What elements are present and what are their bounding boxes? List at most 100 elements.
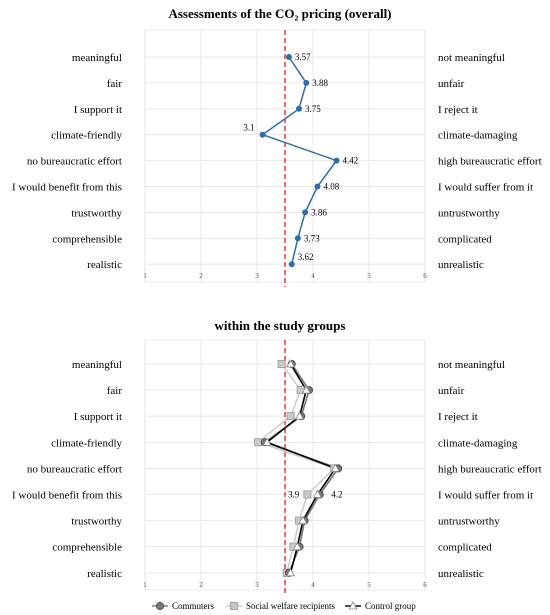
data-point — [286, 412, 295, 421]
data-point — [313, 489, 322, 498]
chart-title: within the study groups — [215, 318, 346, 333]
right-label: untrustworthy — [438, 516, 500, 528]
left-label: comprehensible — [52, 233, 122, 245]
left-label: I would benefit from this — [12, 182, 122, 194]
left-label: realistic — [87, 568, 122, 580]
left-label: realistic — [87, 259, 122, 271]
x-tick-label: 6 — [423, 581, 427, 589]
left-label: I would benefit from this — [12, 490, 122, 502]
data-point — [277, 359, 286, 368]
right-axis-labels: not meaningful unfair I reject it climate-d… — [438, 52, 542, 271]
x-tick-label: 5 — [367, 581, 371, 589]
legend-label: Social welfare recipients — [246, 601, 335, 611]
data-point — [294, 235, 301, 242]
data-point — [314, 183, 321, 190]
x-tick-label: 1 — [143, 581, 147, 589]
data-point — [302, 209, 309, 216]
data-labels: 3.57 3.88 3.75 3.1 4.42 4.08 3.86 3.73 3.62 — [243, 52, 358, 262]
right-label: not meaningful — [438, 359, 505, 371]
legend-label: Control group — [365, 601, 416, 611]
right-axis-labels: not meaningful unfair I reject it climate-d… — [438, 359, 542, 580]
left-label: comprehensible — [52, 542, 122, 554]
x-tick-label: 5 — [367, 272, 371, 280]
data-point — [330, 463, 340, 472]
right-label: unrealistic — [438, 568, 484, 580]
series-groups — [254, 359, 343, 577]
right-label: I reject it — [438, 104, 478, 116]
right-label: high bureaucratic effort — [438, 156, 542, 168]
annotation: 3.9 — [288, 490, 300, 500]
right-label: high bureaucratic effort — [438, 463, 542, 475]
right-label: unrealistic — [438, 259, 484, 271]
data-point — [285, 54, 292, 60]
x-tick-label: 3 — [255, 581, 259, 589]
x-axis-ticks: 1 2 3 4 5 6 — [143, 581, 427, 589]
right-label: I reject it — [438, 411, 478, 423]
left-axis-labels: meaningful fair I support it climate-friend… — [12, 359, 122, 580]
data-label: 4.08 — [323, 182, 339, 192]
left-label: trustworthy — [71, 516, 122, 528]
legend-label: Commuters — [172, 601, 214, 611]
overall-chart: Assessments of the CO₂ pricing (overall)… — [12, 6, 542, 287]
right-label: I would suffer from it — [438, 490, 533, 502]
series-overall — [259, 54, 340, 268]
data-label: 3.73 — [304, 233, 320, 243]
data-point — [296, 105, 302, 112]
plot-area — [144, 29, 426, 283]
annotations: 3.9 4.2 — [288, 490, 342, 500]
data-label: 3.86 — [311, 207, 327, 217]
data-point — [262, 437, 272, 446]
left-label: no bureaucratic effort — [27, 156, 122, 168]
right-label: unfair — [438, 78, 465, 90]
right-label: complicated — [438, 233, 492, 245]
chart-title: Assessments of the CO₂ pricing (overall) — [168, 6, 391, 21]
right-label: complicated — [438, 542, 492, 554]
x-tick-label: 4 — [311, 272, 315, 280]
right-label: climate-damaging — [438, 130, 518, 142]
data-point — [301, 385, 311, 394]
x-tick-label: 3 — [255, 272, 259, 280]
annotation: 4.2 — [331, 490, 342, 500]
x-tick-label: 4 — [311, 581, 315, 589]
left-axis-labels: meaningful fair I support it climate-friend… — [12, 52, 122, 271]
data-point — [303, 79, 310, 86]
x-axis-ticks: 1 2 3 4 5 6 — [143, 272, 427, 280]
data-point — [155, 602, 164, 611]
data-point — [295, 411, 305, 420]
data-label: 3.88 — [312, 78, 328, 88]
right-label: climate-damaging — [438, 437, 518, 449]
left-label: meaningful — [72, 359, 122, 371]
data-label: 3.62 — [298, 252, 314, 262]
groups-chart: within the study groups meaningful fair I … — [12, 318, 542, 611]
data-label: 4.42 — [343, 156, 359, 166]
left-label: trustworthy — [71, 207, 122, 219]
x-tick-label: 6 — [423, 272, 427, 280]
data-point — [229, 602, 238, 611]
left-label: I support it — [74, 104, 122, 116]
legend: Commuters Social welfare recipients Contro… — [152, 601, 416, 611]
right-label: I would suffer from it — [438, 182, 533, 194]
right-label: not meaningful — [438, 52, 505, 64]
data-point — [298, 515, 308, 524]
data-point — [254, 438, 263, 447]
left-label: I support it — [74, 411, 122, 423]
x-tick-label: 2 — [199, 581, 203, 589]
data-label: 3.75 — [305, 104, 321, 114]
left-label: fair — [107, 385, 123, 397]
left-label: climate-friendly — [51, 437, 122, 449]
left-label: fair — [107, 78, 123, 90]
data-label: 3.1 — [243, 123, 254, 133]
right-label: untrustworthy — [438, 207, 500, 219]
data-point — [303, 490, 312, 499]
right-label: unfair — [438, 385, 465, 397]
data-label: 3.57 — [295, 52, 311, 62]
data-point — [259, 131, 266, 138]
data-point — [292, 541, 302, 551]
data-point — [286, 567, 296, 577]
x-tick-label: 2 — [199, 272, 203, 280]
data-point — [288, 261, 295, 268]
data-point — [348, 601, 358, 610]
data-point — [286, 359, 296, 368]
left-label: climate-friendly — [51, 130, 122, 142]
